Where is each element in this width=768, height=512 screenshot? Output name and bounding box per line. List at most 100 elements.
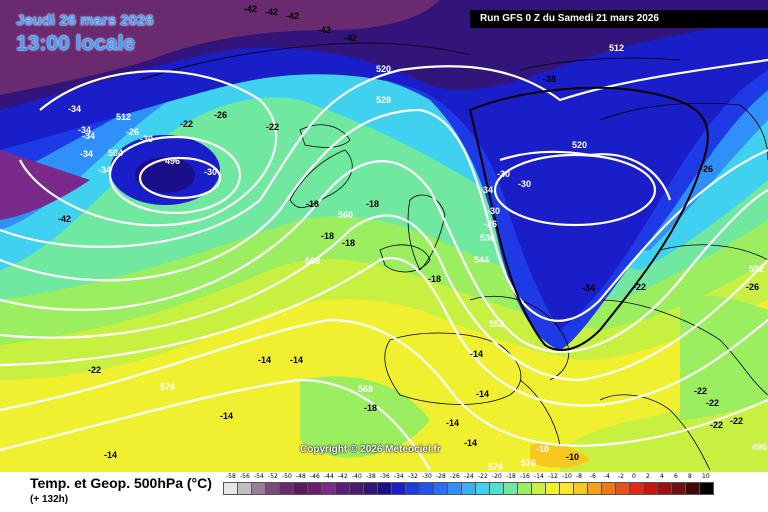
temp-label: -26: [214, 110, 227, 120]
geopotential-labels: 512 504 496 520 528 520 512 560 568 536 …: [108, 43, 767, 472]
geop-label: 520: [572, 140, 587, 150]
temp-label: -26: [484, 219, 497, 229]
scale-swatch: -44: [321, 473, 336, 495]
temp-label: -14: [446, 418, 459, 428]
temp-label: -22: [88, 365, 101, 375]
geop-label: 552: [749, 264, 764, 274]
scale-value-label: -24: [464, 473, 474, 480]
scale-swatch: -50: [279, 473, 294, 495]
temp-label: -34: [480, 185, 493, 195]
temp-field-minus46: [0, 0, 440, 95]
scale-value-label: -32: [408, 473, 418, 480]
scale-swatch: -18: [503, 473, 518, 495]
temp-label: -26: [700, 164, 713, 174]
forecast-time: 13:00 locale: [16, 32, 136, 55]
forecast-date: Jeudi 26 mars 2026: [16, 12, 154, 29]
geop-label: 560: [338, 210, 353, 220]
temp-label: -30: [204, 167, 217, 177]
map-canvas: -42 -42 -42 -42 -42 -42 -34 -34 -34 -34 …: [0, 0, 768, 472]
temp-label: -22: [633, 282, 646, 292]
scale-swatch: -8: [573, 473, 588, 495]
geop-label: 568: [358, 384, 373, 394]
geop-label: 512: [609, 43, 624, 53]
temp-label: -30: [140, 134, 153, 144]
temp-label: -22: [730, 416, 743, 426]
scale-value-label: -34: [394, 473, 404, 480]
scale-swatch: 4: [657, 473, 672, 495]
scale-swatch: -24: [461, 473, 476, 495]
scale-value-label: -22: [478, 473, 488, 480]
scale-value-label: -12: [548, 473, 558, 480]
run-info-banner: Run GFS 0 Z du Samedi 21 mars 2026: [470, 10, 768, 28]
scale-value-label: 2: [646, 473, 650, 480]
scale-value-label: -28: [436, 473, 446, 480]
scale-value-label: -54: [254, 473, 264, 480]
temp-field-med: [300, 376, 430, 458]
scale-swatch: -48: [293, 473, 308, 495]
scale-swatch: -16: [517, 473, 532, 495]
temp-label: -42: [318, 25, 331, 35]
scale-value-label: -10: [562, 473, 572, 480]
temp-label: -18: [306, 199, 319, 209]
temp-label: -30: [518, 179, 531, 189]
geop-label: 528: [376, 95, 391, 105]
temp-label: -22: [266, 122, 279, 132]
geop-label: 552: [489, 319, 504, 329]
geop-label: 520: [376, 64, 391, 74]
scale-value-label: -4: [604, 473, 610, 480]
legend-subtitle: (+ 132h): [30, 494, 69, 505]
temp-label: -26: [746, 282, 759, 292]
scale-swatch: -14: [531, 473, 546, 495]
scale-swatch: -10: [559, 473, 574, 495]
geop-label: 512: [116, 112, 131, 122]
scale-swatch: -30: [419, 473, 434, 495]
scale-swatch: -32: [405, 473, 420, 495]
scale-value-label: -36: [380, 473, 390, 480]
scale-swatch: -54: [251, 473, 266, 495]
scale-swatch: -26: [447, 473, 462, 495]
temp-label: -14: [290, 355, 303, 365]
weather-map: -42 -42 -42 -42 -42 -42 -34 -34 -34 -34 …: [0, 0, 768, 472]
scale-value-label: -6: [590, 473, 596, 480]
temp-label: -34: [582, 283, 595, 293]
coastlines: [139, 42, 768, 471]
scale-swatch: -34: [391, 473, 406, 495]
temp-label: -14: [220, 411, 233, 421]
temp-label: -38: [543, 74, 556, 84]
scale-swatch: -52: [265, 473, 280, 495]
scale-swatch: 6: [671, 473, 686, 495]
temp-label: -42: [286, 11, 299, 21]
geop-label: 536: [480, 233, 495, 243]
legend-bar: Temp. et Geop. 500hPa (°C) (+ 132h) -58-…: [0, 472, 768, 512]
scale-value-label: -48: [296, 473, 306, 480]
scale-swatch: -12: [545, 473, 560, 495]
scale-swatch: -56: [237, 473, 252, 495]
temp-label: -42: [344, 33, 357, 43]
scale-swatch: -46: [307, 473, 322, 495]
scale-swatch: -2: [615, 473, 630, 495]
temp-field-minus38: [0, 0, 768, 330]
scale-swatch: -22: [475, 473, 490, 495]
scale-value-label: -42: [338, 473, 348, 480]
temp-field-warm-spot: [530, 443, 590, 468]
scale-value-label: -56: [240, 473, 250, 480]
temp-field-east: [680, 295, 768, 420]
scale-value-label: -46: [310, 473, 320, 480]
temp-label: -14: [464, 438, 477, 448]
temp-label: -26: [126, 127, 139, 137]
temp-label: -14: [258, 355, 271, 365]
scale-value-label: -40: [352, 473, 362, 480]
color-scale: -58 -56 -54 -52 -50 -48 -46 -44 -42 -40 -38 -36 -34-…: [223, 473, 714, 495]
scale-value-label: -14: [534, 473, 544, 480]
temp-label: -18: [321, 231, 334, 241]
geopotential-isolines: [0, 58, 768, 471]
scale-swatch: 10: [699, 473, 714, 495]
temp-label: -42: [58, 214, 71, 224]
scale-swatch: -28: [433, 473, 448, 495]
scale-swatch: -42: [335, 473, 350, 495]
legend-title: Temp. et Geop. 500hPa (°C): [30, 475, 212, 491]
temp-label: -30: [487, 206, 500, 216]
temp-label: -22: [710, 420, 723, 430]
trough-outline: [468, 86, 709, 351]
geop-label: 544: [474, 255, 489, 265]
